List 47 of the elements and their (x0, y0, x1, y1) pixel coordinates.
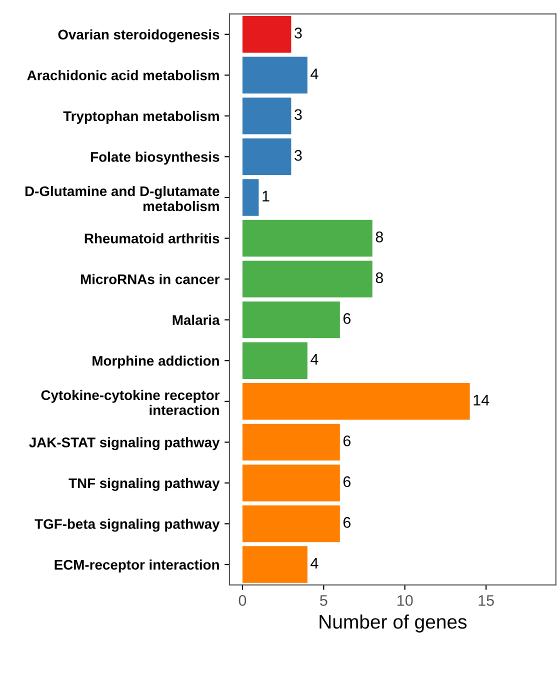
x-tick-label: 5 (320, 595, 328, 606)
x-tick-label: 15 (478, 595, 494, 606)
y-tick-label: MicroRNAs in cancer (80, 274, 220, 284)
bar (242, 98, 292, 134)
y-tick-label: JAK-STAT signaling pathway (29, 437, 220, 450)
bar (242, 383, 470, 420)
y-tick-label: Tryptophan metabolism (63, 110, 219, 124)
y-tick-label: Malaria (172, 314, 220, 326)
data-label: 6 (343, 517, 351, 528)
x-tick-label: 10 (398, 595, 413, 606)
y-tick-label: ECM-receptor interaction (54, 560, 219, 572)
y-tick-label: Rheumatoid arthritis (84, 233, 220, 244)
data-label: 3 (294, 28, 302, 38)
data-label: 4 (310, 354, 318, 365)
data-label: 4 (310, 558, 318, 568)
data-label: 3 (294, 150, 302, 161)
bar (242, 301, 340, 338)
data-label: 8 (376, 232, 383, 242)
data-label: 1 (262, 190, 270, 202)
y-tick-label: TGF-beta signaling pathway (34, 518, 220, 532)
data-label: 6 (343, 313, 351, 324)
y-tick-label: Ovarian steroidogenesis (58, 29, 220, 42)
bar (242, 546, 308, 583)
y-tick-label: Cytokine-cytokine receptor interaction (41, 390, 220, 416)
bar (242, 56, 308, 94)
bar (242, 424, 340, 461)
y-tick-label: TNF signaling pathway (68, 478, 220, 491)
data-label: 3 (294, 109, 302, 120)
bar (242, 16, 292, 53)
data-label: 6 (343, 435, 351, 446)
y-tick-label: D-Glutamine and D-glutamate metabolism (25, 186, 220, 212)
bar (242, 505, 340, 542)
bar (242, 342, 308, 379)
bar (242, 464, 340, 502)
bar (242, 260, 372, 298)
x-tick-label: 0 (238, 595, 246, 606)
bar (242, 179, 259, 216)
data-label: 4 (310, 68, 318, 80)
x-axis-title: Number of genes (320, 614, 467, 633)
data-label: 8 (376, 272, 383, 284)
y-tick-label: Morphine addiction (92, 356, 219, 369)
data-label: 6 (343, 476, 351, 488)
y-tick-label: Folate biosynthesis (91, 152, 220, 165)
y-tick-label: Arachidonic acid metabolism (27, 70, 219, 80)
bar (242, 220, 372, 257)
bar (242, 138, 292, 176)
data-label: 14 (474, 394, 490, 406)
